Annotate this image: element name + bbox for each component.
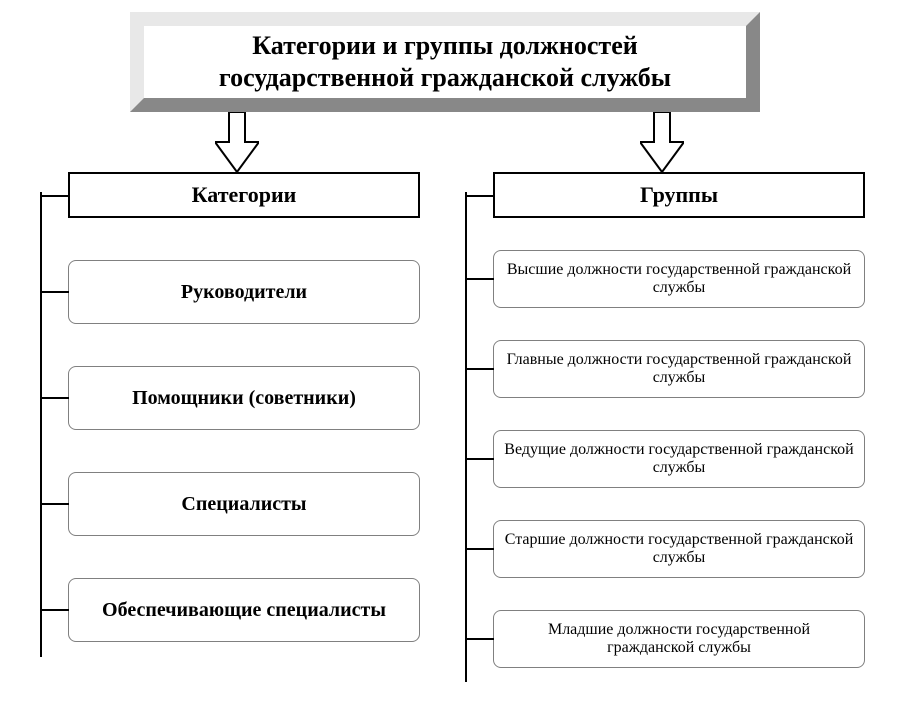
- connector: [466, 548, 494, 550]
- category-item: Руководители: [68, 260, 420, 324]
- header-categories: Категории: [68, 172, 420, 218]
- connector: [466, 638, 494, 640]
- header-groups: Группы: [493, 172, 865, 218]
- column-categories: Категории Руководители Помощники (советни…: [40, 172, 420, 642]
- group-item: Младшие должности государственной гражда…: [493, 610, 865, 668]
- category-item-label: Обеспечивающие специалисты: [102, 599, 386, 622]
- arrow-left-icon: [215, 112, 259, 172]
- vline-left: [40, 192, 42, 657]
- category-item: Специалисты: [68, 472, 420, 536]
- arrow-right-icon: [640, 112, 684, 172]
- group-item-label: Младшие должности государственной гражда…: [504, 621, 854, 658]
- title-box: Категории и группы должностей государств…: [130, 12, 760, 112]
- connector: [41, 397, 69, 399]
- category-item: Обеспечивающие специалисты: [68, 578, 420, 642]
- category-item-label: Специалисты: [181, 493, 306, 516]
- group-item-label: Ведущие должности государственной гражда…: [504, 441, 854, 478]
- group-item: Главные должности государственной гражда…: [493, 340, 865, 398]
- group-item: Старшие должности государственной гражда…: [493, 520, 865, 578]
- connector: [466, 278, 494, 280]
- connector: [41, 609, 69, 611]
- group-item-label: Высшие должности государственной граждан…: [504, 261, 854, 298]
- connector: [40, 195, 68, 197]
- category-item: Помощники (советники): [68, 366, 420, 430]
- title-text: Категории и группы должностей государств…: [154, 30, 736, 95]
- group-item-label: Главные должности государственной гражда…: [504, 351, 854, 388]
- header-groups-text: Группы: [640, 182, 718, 208]
- connector: [41, 503, 69, 505]
- column-groups: Группы Высшие должности государственной …: [465, 172, 865, 668]
- category-item-label: Руководители: [181, 281, 307, 304]
- group-item: Высшие должности государственной граждан…: [493, 250, 865, 308]
- connector: [466, 458, 494, 460]
- connector: [466, 368, 494, 370]
- category-item-label: Помощники (советники): [132, 387, 356, 410]
- header-categories-text: Категории: [192, 182, 297, 208]
- group-item: Ведущие должности государственной гражда…: [493, 430, 865, 488]
- group-item-label: Старшие должности государственной гражда…: [504, 531, 854, 568]
- connector: [465, 195, 493, 197]
- vline-right: [465, 192, 467, 682]
- connector: [41, 291, 69, 293]
